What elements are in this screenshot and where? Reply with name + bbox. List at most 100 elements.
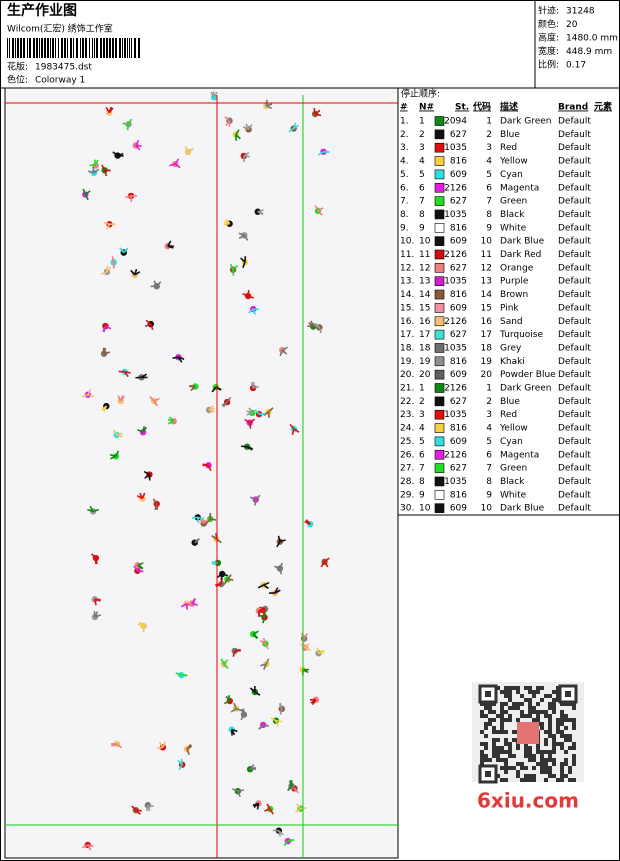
qr-cell bbox=[560, 710, 564, 714]
bar-stripe bbox=[7, 38, 8, 58]
needle: 3 bbox=[419, 410, 425, 420]
qr-cell bbox=[572, 726, 576, 730]
motif-stroke bbox=[231, 728, 238, 733]
motif-stroke bbox=[87, 393, 94, 398]
qr-cell bbox=[568, 718, 572, 722]
motif-stroke bbox=[235, 707, 243, 712]
row-number: 21. bbox=[400, 384, 414, 394]
qr-cell bbox=[496, 758, 500, 762]
brand: Default bbox=[558, 490, 591, 500]
qr-cell bbox=[560, 778, 564, 782]
motif-stroke bbox=[191, 516, 198, 519]
qr-cell bbox=[508, 742, 512, 746]
motif-stroke bbox=[141, 373, 147, 379]
needle: 7 bbox=[419, 464, 425, 474]
motif-stroke bbox=[167, 240, 172, 247]
motif-stroke bbox=[242, 292, 249, 297]
qr-cell bbox=[520, 778, 524, 782]
colorway-label: 色位: bbox=[7, 74, 28, 86]
qr-cell bbox=[504, 694, 508, 698]
motif-stroke bbox=[175, 672, 182, 676]
bar-stripe bbox=[82, 38, 84, 58]
brand: Default bbox=[558, 410, 591, 420]
code: 15 bbox=[481, 303, 492, 313]
brand: Default bbox=[558, 464, 591, 474]
row-number: 29. bbox=[400, 490, 414, 500]
qr-cell bbox=[524, 698, 528, 702]
motif-stroke bbox=[87, 844, 92, 851]
motif-stroke bbox=[180, 758, 183, 765]
qr-cell bbox=[504, 770, 508, 774]
bar-stripe bbox=[76, 38, 78, 58]
column-header: # bbox=[400, 103, 408, 113]
motif-stroke bbox=[142, 426, 147, 433]
bar-stripe bbox=[47, 38, 49, 58]
motif-stroke bbox=[149, 396, 155, 402]
motif-stroke bbox=[202, 463, 209, 467]
needle: 2 bbox=[419, 397, 425, 407]
qr-cell bbox=[552, 762, 556, 766]
motif-stroke bbox=[275, 719, 283, 723]
motif-stroke bbox=[292, 122, 297, 129]
motif-stroke bbox=[268, 407, 274, 413]
bar-stripe bbox=[50, 38, 51, 58]
qr-cell bbox=[508, 706, 512, 710]
brand: Default bbox=[558, 170, 591, 180]
motif-stroke bbox=[191, 598, 196, 605]
qr-cell bbox=[508, 754, 512, 758]
motif-stroke bbox=[242, 261, 246, 269]
qr-cell bbox=[496, 750, 500, 754]
motif-stroke bbox=[258, 724, 264, 730]
qr-cell bbox=[484, 702, 488, 706]
qr-cell bbox=[488, 722, 492, 726]
needle: 18 bbox=[419, 343, 431, 353]
brand: Default bbox=[558, 290, 591, 300]
qr-cell bbox=[496, 686, 500, 690]
motif-stroke bbox=[115, 450, 120, 457]
motif-stroke bbox=[263, 411, 270, 417]
needle: 15 bbox=[419, 303, 430, 313]
brand: Default bbox=[558, 437, 591, 447]
qr-cell bbox=[500, 706, 504, 710]
qr-cell bbox=[528, 686, 532, 690]
qr-cell bbox=[496, 774, 500, 778]
barcode bbox=[7, 38, 140, 58]
needle: 2 bbox=[419, 130, 425, 140]
motif-stroke bbox=[252, 633, 258, 640]
bar-stripe bbox=[129, 38, 130, 58]
qr-cell bbox=[544, 742, 548, 746]
qr-cell bbox=[540, 762, 544, 766]
bar-stripe bbox=[9, 38, 10, 58]
brand: Default bbox=[558, 450, 591, 460]
motif-stroke bbox=[257, 584, 264, 589]
qr-cell bbox=[540, 754, 544, 758]
brand: Default bbox=[558, 183, 591, 193]
watermark: 6xiu.com bbox=[477, 789, 579, 813]
qr-cell bbox=[508, 746, 512, 750]
code: 4 bbox=[486, 424, 492, 434]
motif-stroke bbox=[237, 790, 241, 798]
qr-cell bbox=[516, 706, 520, 710]
stitches: 2094 bbox=[444, 117, 467, 127]
description: Magenta bbox=[500, 183, 539, 193]
colorway: Colorway 1 bbox=[35, 76, 85, 86]
qr-cell bbox=[548, 706, 552, 710]
motif-stroke bbox=[262, 724, 270, 727]
stitches: 816 bbox=[450, 157, 467, 167]
motif-stroke bbox=[133, 268, 138, 276]
needle: 6 bbox=[419, 183, 425, 193]
qr-cell bbox=[500, 766, 504, 770]
stitches: 627 bbox=[450, 197, 467, 207]
brand: Default bbox=[558, 237, 591, 247]
motif-stroke bbox=[257, 211, 264, 216]
bar-stripe bbox=[119, 38, 121, 58]
motif-stroke bbox=[224, 116, 231, 122]
qr-cell bbox=[524, 766, 528, 770]
motif-stroke bbox=[263, 581, 270, 586]
qr-cell bbox=[568, 738, 572, 742]
row-number: 22. bbox=[400, 397, 414, 407]
motif-stroke bbox=[232, 265, 238, 271]
description: Green bbox=[500, 464, 527, 474]
code: 2 bbox=[486, 130, 492, 140]
motif-stroke bbox=[296, 803, 302, 810]
